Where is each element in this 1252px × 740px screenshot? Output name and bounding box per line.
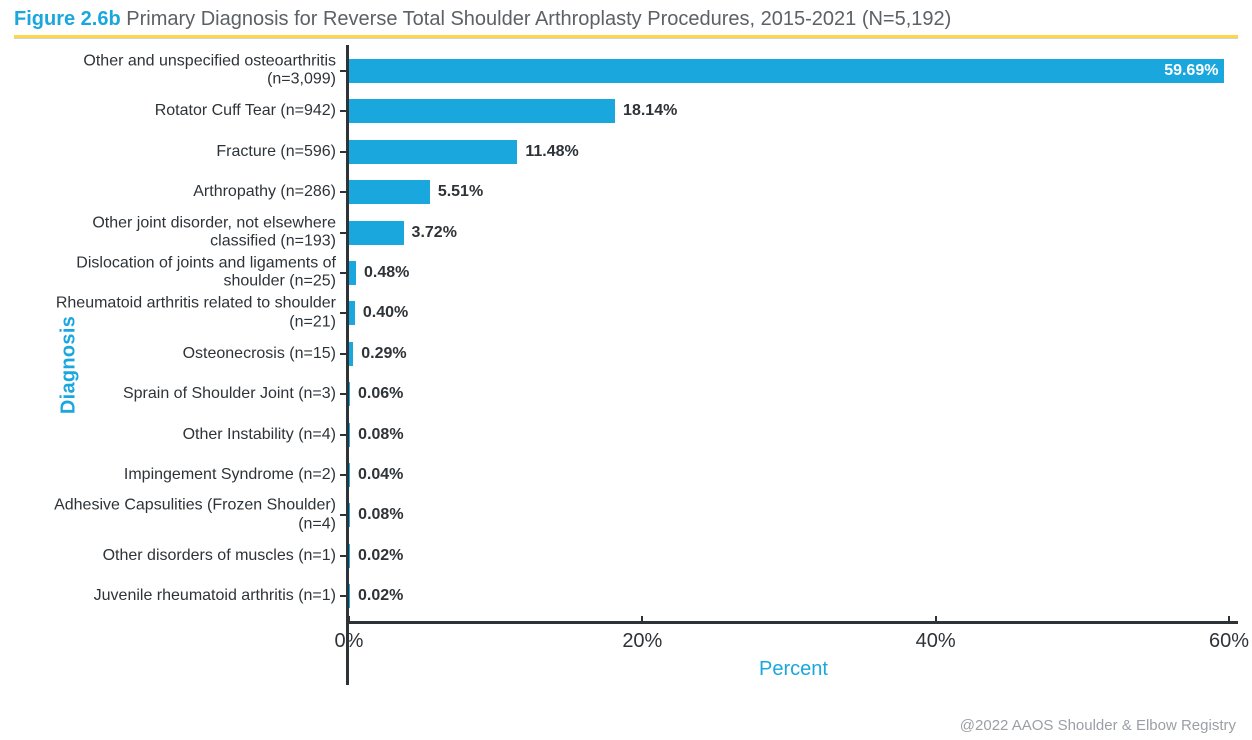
- bar-row: 3.72%: [349, 221, 404, 245]
- bar-row: 5.51%: [349, 180, 430, 204]
- category-labels-column: Other and unspecified osteoarthritis (n=…: [26, 45, 346, 685]
- bar-value-label: 0.48%: [356, 264, 409, 282]
- chart-title: Figure 2.6b Primary Diagnosis for Revers…: [14, 8, 1238, 35]
- bar-row: 0.48%: [349, 261, 356, 285]
- footer-credit: @2022 AAOS Shoulder & Elbow Registry: [960, 717, 1236, 734]
- bar-row: 0.08%: [349, 423, 350, 447]
- category-label: Other and unspecified osteoarthritis (n=…: [36, 53, 336, 90]
- bar-row: 0.08%: [349, 503, 350, 527]
- bar-row: 0.40%: [349, 301, 355, 325]
- bar-row: 0.29%: [349, 342, 353, 366]
- bar-value-label: 0.02%: [350, 587, 403, 605]
- category-label: Osteonecrosis (n=15): [36, 345, 336, 363]
- category-label: Rotator Cuff Tear (n=942): [36, 102, 336, 120]
- category-label: Other Instability (n=4): [36, 425, 336, 443]
- bar: [349, 140, 517, 164]
- category-label: Other disorders of muscles (n=1): [36, 547, 336, 565]
- bar: [349, 99, 615, 123]
- x-tick-label: 20%: [622, 630, 662, 653]
- bar: [349, 261, 356, 285]
- bar-value-label: 0.04%: [350, 466, 403, 484]
- bar-row: 0.04%: [349, 463, 350, 487]
- category-label: Fracture (n=596): [36, 143, 336, 161]
- bar-row: 11.48%: [349, 140, 517, 164]
- title-rule: [14, 35, 1238, 39]
- bar-value-label: 11.48%: [517, 143, 578, 161]
- bar-value-label: 0.40%: [355, 304, 408, 322]
- bar-row: 0.06%: [349, 382, 350, 406]
- category-label: Rheumatoid arthritis related to shoulder…: [36, 295, 336, 332]
- bar-row: 18.14%: [349, 99, 615, 123]
- figure-title-text: Primary Diagnosis for Reverse Total Shou…: [126, 8, 951, 30]
- x-axis: Percent 0%20%40%60%: [349, 621, 1238, 624]
- x-tick-label: 0%: [335, 630, 364, 653]
- category-label: Impingement Syndrome (n=2): [36, 466, 336, 484]
- x-tick: [348, 616, 350, 624]
- bar-row: 0.02%: [349, 544, 350, 568]
- bar-value-label: 0.06%: [350, 385, 403, 403]
- x-tick: [641, 616, 643, 624]
- bar-value-label: 5.51%: [430, 183, 483, 201]
- x-tick: [1228, 616, 1230, 624]
- x-tick-label: 60%: [1209, 630, 1249, 653]
- bar-value-label: 0.29%: [353, 345, 406, 363]
- bar: [349, 59, 1224, 83]
- bar-value-label: 0.08%: [350, 426, 403, 444]
- bar-value-label: 3.72%: [404, 224, 457, 242]
- plot-area: Diagnosis Other and unspecified osteoart…: [26, 45, 1238, 685]
- bars-column: 59.69%18.14%11.48%5.51%3.72%0.48%0.40%0.…: [346, 45, 1238, 685]
- x-tick-label: 40%: [916, 630, 956, 653]
- x-axis-title: Percent: [759, 658, 828, 681]
- bar-value-label: 0.02%: [350, 547, 403, 565]
- chart-container: Figure 2.6b Primary Diagnosis for Revers…: [0, 0, 1252, 740]
- bar-row: 59.69%: [349, 59, 1224, 83]
- bar-value-label: 18.14%: [615, 102, 677, 120]
- figure-number: Figure 2.6b: [14, 8, 121, 30]
- category-label: Adhesive Capsulities (Frozen Shoulder) (…: [36, 497, 336, 534]
- bar: [349, 180, 430, 204]
- category-label: Arthropathy (n=286): [36, 183, 336, 201]
- x-tick: [935, 616, 937, 624]
- category-label: Dislocation of joints and ligaments of s…: [36, 255, 336, 292]
- category-label: Other joint disorder, not elsewhere clas…: [36, 214, 336, 251]
- category-label: Sprain of Shoulder Joint (n=3): [36, 385, 336, 403]
- category-label: Juvenile rheumatoid arthritis (n=1): [36, 587, 336, 605]
- bar-value-label: 59.69%: [1164, 62, 1218, 80]
- bar-value-label: 0.08%: [350, 506, 403, 524]
- bar-row: 0.02%: [349, 584, 350, 608]
- bar: [349, 221, 404, 245]
- plot-row: Other and unspecified osteoarthritis (n=…: [26, 45, 1238, 685]
